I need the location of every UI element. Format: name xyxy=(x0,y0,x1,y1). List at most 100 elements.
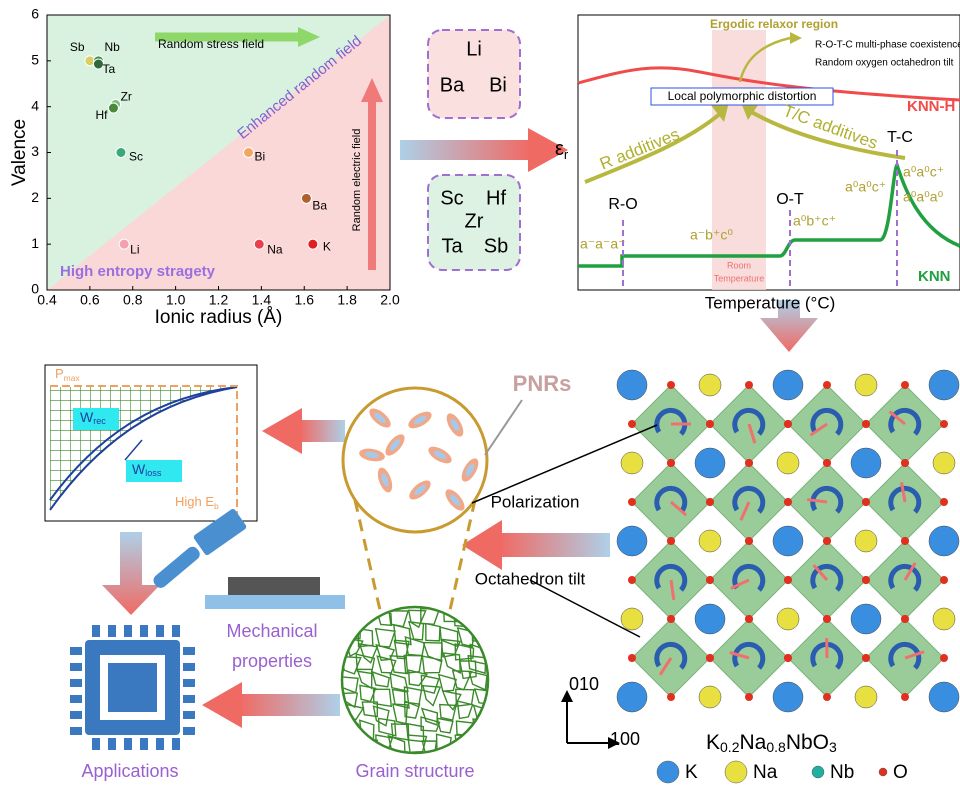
legend-label: Nb xyxy=(830,762,854,783)
label: Applications xyxy=(81,761,178,781)
o-atom xyxy=(823,459,831,467)
label: Wloss xyxy=(132,461,162,479)
o-atom xyxy=(628,654,636,662)
formula-main: K xyxy=(706,731,720,754)
substrate xyxy=(205,595,345,609)
o-atom xyxy=(901,693,909,701)
a-site-box xyxy=(427,29,521,119)
grain xyxy=(491,738,505,754)
pnr-core xyxy=(374,412,386,424)
y-tick-label: 6 xyxy=(31,6,39,22)
grain xyxy=(371,670,391,688)
o-atom xyxy=(901,459,909,467)
wloss-box xyxy=(126,460,182,482)
pnr-core xyxy=(450,418,460,432)
pnr-core xyxy=(413,415,427,425)
grain xyxy=(420,716,441,732)
grain xyxy=(376,655,397,674)
k-atom xyxy=(616,369,648,401)
down-arrow xyxy=(760,300,818,352)
pnr-ellipses xyxy=(359,408,479,511)
grain xyxy=(473,739,487,752)
o-atom xyxy=(706,498,714,506)
grain xyxy=(422,684,442,707)
tilt-arrow xyxy=(732,485,766,514)
annotation: High entropy stragety xyxy=(60,263,216,280)
pin xyxy=(183,727,195,735)
label: Li xyxy=(466,38,482,60)
y-tick-label: 0 xyxy=(31,281,39,297)
point-label: Bi xyxy=(255,150,266,164)
y-tick-label: 5 xyxy=(31,52,39,68)
o-atom xyxy=(706,654,714,662)
na-atom xyxy=(854,685,878,709)
pointer xyxy=(529,579,641,638)
o-atom xyxy=(745,381,753,389)
na-atom xyxy=(854,373,878,397)
note-arrow xyxy=(738,36,791,83)
label-main: High E xyxy=(175,494,214,509)
arrowhead xyxy=(608,737,620,749)
pin xyxy=(124,738,132,750)
grain xyxy=(403,654,423,674)
label: properties xyxy=(232,651,312,671)
pointer xyxy=(471,424,658,504)
grain xyxy=(374,627,396,648)
x-tick-label: 0.4 xyxy=(37,292,57,308)
point-label: Hf xyxy=(95,108,108,122)
label: Bi xyxy=(489,74,507,96)
tilt-arrow xyxy=(810,407,844,436)
label: Temperature (°C) xyxy=(705,293,836,312)
loss-area xyxy=(50,387,237,515)
k-atom xyxy=(772,525,804,557)
polar-arrow xyxy=(729,651,750,660)
chip xyxy=(70,625,195,750)
o-atom xyxy=(862,576,870,584)
polar-arrow xyxy=(739,501,751,521)
grain xyxy=(387,734,406,752)
r-additive-arrow xyxy=(584,110,724,184)
grain xyxy=(473,748,487,752)
arrow-body xyxy=(240,694,340,716)
pin xyxy=(92,738,100,750)
grain xyxy=(442,652,461,675)
formula: K0.2Na0.8NbO3 xyxy=(706,731,837,755)
label: Temperature xyxy=(714,273,765,283)
label-sub: b xyxy=(214,501,219,511)
stress-arrowhead xyxy=(298,27,320,47)
pin xyxy=(92,625,100,637)
pin xyxy=(70,647,82,655)
grain xyxy=(485,624,487,642)
grain xyxy=(358,643,379,664)
arrow-body xyxy=(500,533,610,557)
formula-sub: 0.8 xyxy=(766,739,786,755)
arrowhead xyxy=(790,32,802,44)
label: KNN xyxy=(918,268,951,285)
point-label: Ba xyxy=(312,199,327,213)
polar-arrow xyxy=(669,579,676,601)
label: Wrec xyxy=(80,409,106,427)
grain xyxy=(467,654,487,675)
grain xyxy=(389,672,409,693)
room-band xyxy=(712,30,766,290)
o-atom xyxy=(706,576,714,584)
hammer xyxy=(153,509,247,588)
o-atom xyxy=(901,537,909,545)
polar-arrow xyxy=(888,410,906,426)
pin xyxy=(172,625,180,637)
point-label: Ta xyxy=(102,62,115,76)
polar-arrow xyxy=(809,422,828,437)
label: High Eb xyxy=(175,494,219,511)
arrow-body xyxy=(400,140,530,160)
x-tick-label: 1.8 xyxy=(337,292,357,308)
label: Mechanical xyxy=(226,621,317,641)
label: a⁻b⁺c⁰ xyxy=(690,227,733,243)
label: Room xyxy=(727,260,751,270)
x-tick-label: 1.0 xyxy=(166,292,186,308)
label-sub: loss xyxy=(145,469,162,479)
data-point xyxy=(115,147,127,158)
label: KNN-H xyxy=(907,98,955,115)
legend-label: O xyxy=(893,762,908,783)
o-atom xyxy=(745,693,753,701)
point-label: K xyxy=(323,239,331,253)
